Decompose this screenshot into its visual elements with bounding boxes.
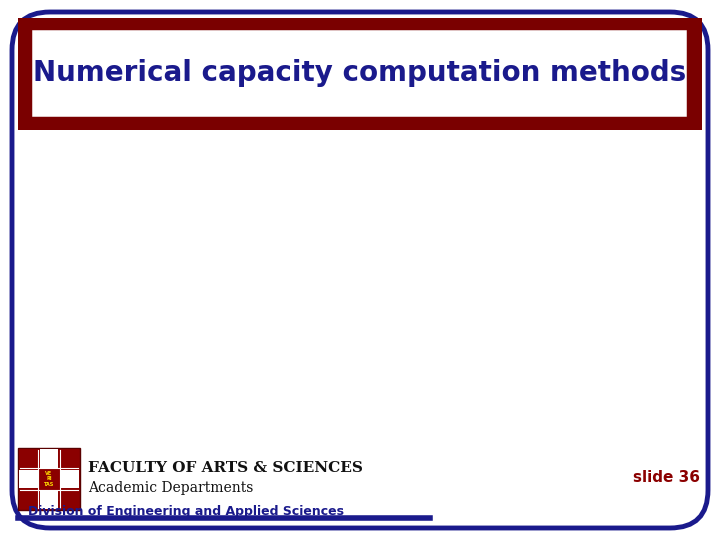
Bar — [18, 448, 80, 510]
Bar — [30, 28, 688, 118]
Bar — [19, 470, 37, 488]
Bar — [19, 449, 37, 468]
Bar — [40, 470, 58, 488]
Bar — [40, 449, 58, 468]
Bar — [60, 449, 79, 468]
Text: Numerical capacity computation methods: Numerical capacity computation methods — [33, 59, 687, 87]
Bar — [40, 490, 58, 509]
Text: VE
RI
TAS: VE RI TAS — [44, 471, 54, 487]
Bar — [19, 490, 37, 509]
Text: FACULTY OF ARTS & SCIENCES: FACULTY OF ARTS & SCIENCES — [88, 461, 363, 475]
Text: slide 36: slide 36 — [633, 470, 700, 485]
Bar — [60, 490, 79, 509]
Text: Academic Departments: Academic Departments — [88, 481, 253, 495]
Bar — [18, 18, 702, 130]
Bar — [60, 470, 79, 488]
FancyBboxPatch shape — [12, 12, 708, 528]
Text: Division of Engineering and Applied Sciences: Division of Engineering and Applied Scie… — [28, 505, 344, 518]
